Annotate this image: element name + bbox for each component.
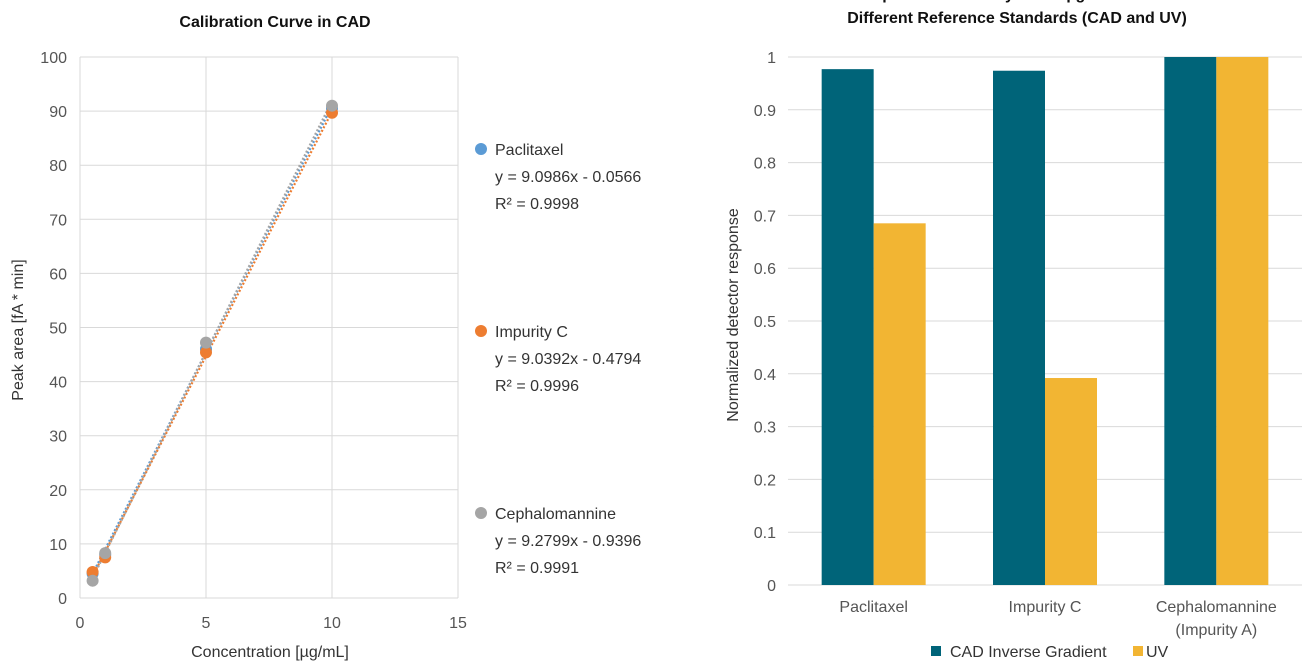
trendline-2	[91, 100, 333, 579]
chart-title: Calibration Curve in CAD	[179, 14, 370, 31]
y-tick-labels: 0 0.1 0.2 0.3 0.4 0.5 0.6 0.7 0.8 0.9 1	[754, 50, 776, 595]
bar-0	[821, 69, 874, 586]
y-tick-label: 1	[767, 50, 776, 67]
response-uniformity-chart: Response Uniformity for 10 µg/mL of Thre…	[725, 0, 1302, 661]
y-axis-label: Peak area [fA * min]	[10, 259, 27, 400]
legend-r-squared: R² = 0.9996	[495, 378, 579, 395]
y-tick-label: 0.8	[754, 156, 776, 173]
bars	[821, 57, 1269, 586]
y-tick-label: 0	[58, 591, 67, 608]
y-axis-label: Normalized detector response	[725, 208, 742, 422]
legend-swatch	[1133, 646, 1143, 656]
y-tick-label: 0.6	[754, 261, 776, 278]
legend-equation: y = 9.2799x - 0.9396	[495, 533, 641, 550]
data-point	[326, 99, 338, 112]
y-tick-label: 40	[49, 375, 67, 392]
legend-series-name: Cephalomannine	[495, 506, 616, 523]
legend-series-name: UV	[1146, 644, 1169, 661]
chart-title-line: Response Uniformity for 10 µg/mL of Thre…	[853, 0, 1181, 3]
y-tick-label: 0.3	[754, 420, 776, 437]
y-tick-label: 60	[49, 266, 67, 283]
x-tick-label: 15	[449, 615, 467, 632]
x-tick-label: 5	[202, 615, 211, 632]
data-point	[200, 336, 212, 349]
x-tick-labels: 0 5 10 15	[76, 615, 467, 632]
data-point	[86, 574, 99, 587]
legend-marker	[475, 325, 487, 337]
chart-title-line: Different Reference Standards (CAD and U…	[847, 10, 1187, 27]
category-labels: Paclitaxel Impurity C Cephalomannine (Impur…	[839, 599, 1276, 639]
legend-series-name: Impurity C	[495, 324, 568, 341]
x-tick-label: 0	[76, 615, 85, 632]
bar-0	[1164, 57, 1217, 585]
grid	[79, 56, 459, 599]
legend-series-name: Paclitaxel	[495, 142, 563, 159]
y-tick-label: 0.9	[754, 103, 776, 120]
category-label: (Impurity A)	[1175, 622, 1257, 639]
y-tick-label: 30	[49, 429, 67, 446]
trendlines	[91, 100, 333, 579]
y-tick-labels: 0 10 20 30 40 50 60 70 80 90 100	[40, 50, 67, 608]
category-label: Cephalomannine	[1156, 599, 1277, 616]
y-tick-label: 50	[49, 321, 67, 338]
y-tick-label: 10	[49, 537, 67, 554]
bar-1	[1045, 378, 1097, 585]
legend-marker	[475, 143, 487, 155]
x-axis-label: Concentration [µg/mL]	[191, 644, 349, 661]
legend-swatch	[931, 646, 941, 656]
y-tick-label: 0.1	[754, 525, 776, 542]
x-tick-label: 10	[323, 615, 341, 632]
data-point	[86, 566, 99, 579]
trendline-1	[91, 111, 333, 577]
legend-equation: y = 9.0392x - 0.4794	[495, 351, 641, 368]
y-tick-label: 0.2	[754, 472, 776, 489]
calibration-chart: Calibration Curve in CAD 010203040506070…	[10, 14, 641, 661]
data-points	[86, 99, 338, 587]
data-point	[99, 547, 112, 560]
category-label: Paclitaxel	[839, 599, 907, 616]
legend: Paclitaxel y = 9.0986x - 0.0566 R² = 0.999…	[475, 142, 641, 577]
y-tick-label: 70	[49, 212, 67, 229]
y-tick-label: 0.7	[754, 208, 776, 225]
bar-1	[873, 223, 926, 585]
legend-r-squared: R² = 0.9991	[495, 560, 579, 577]
legend-equation: y = 9.0986x - 0.0566	[495, 169, 641, 186]
bar-0	[993, 70, 1045, 585]
bar-1	[1216, 57, 1269, 585]
trendline-0	[91, 105, 333, 575]
y-tick-label: 0.4	[754, 367, 776, 384]
legend-series-name: CAD Inverse Gradient	[950, 644, 1107, 661]
category-label: Impurity C	[1009, 599, 1082, 616]
y-tick-label: 80	[49, 158, 67, 175]
legend: CAD Inverse Gradient UV	[931, 644, 1169, 661]
data-point	[200, 346, 212, 359]
legend-marker	[475, 507, 487, 519]
y-tick-label: 0.5	[754, 314, 776, 331]
chart-title: Response Uniformity for 10 µg/mL of Thre…	[847, 0, 1187, 27]
legend-r-squared: R² = 0.9998	[495, 196, 579, 213]
y-tick-label: 90	[49, 104, 67, 121]
y-tick-label: 100	[40, 50, 67, 67]
y-tick-label: 0	[767, 578, 776, 595]
y-tick-label: 20	[49, 483, 67, 500]
